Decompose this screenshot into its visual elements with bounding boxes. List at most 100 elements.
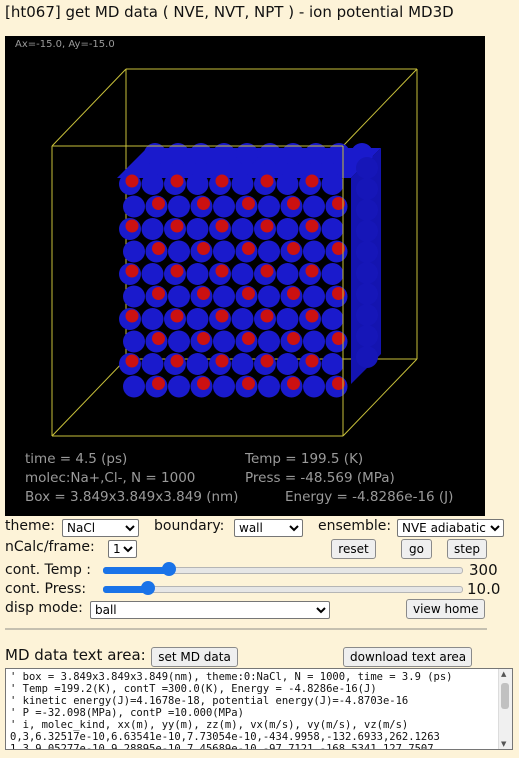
na-ion	[231, 263, 254, 285]
cl-ion	[260, 309, 274, 323]
cl-ion	[170, 354, 184, 368]
cont-temp-slider[interactable]	[103, 562, 463, 578]
cl-ion	[242, 287, 255, 300]
na-ion	[303, 195, 325, 218]
reset-button[interactable]: reset	[331, 539, 376, 559]
na-ion	[356, 220, 378, 242]
cl-ion	[152, 197, 165, 210]
slider-track	[103, 586, 463, 593]
page-title: [ht067] get MD data ( NVE, NVT, NPT ) - …	[5, 3, 454, 21]
na-ion	[356, 346, 378, 368]
cl-ion	[305, 219, 319, 233]
scroll-up-icon[interactable]: ▲	[501, 670, 507, 678]
cl-ion	[152, 332, 165, 345]
na-ion	[276, 308, 299, 330]
pressure-readout: Press = -48.569 (MPa)	[245, 470, 395, 486]
na-ion	[141, 353, 164, 375]
box-edge	[342, 358, 418, 437]
ncalc-select[interactable]: 1	[108, 540, 137, 558]
disp-mode-label: disp mode:	[5, 600, 83, 616]
na-ion	[168, 195, 190, 218]
divider	[5, 628, 487, 630]
na-ion	[231, 173, 254, 195]
theme-label: theme:	[5, 518, 55, 534]
view-home-button[interactable]: view home	[406, 599, 485, 619]
cl-ion	[287, 197, 300, 210]
na-ion	[186, 263, 209, 285]
cl-ion	[260, 264, 274, 278]
na-ion	[123, 195, 145, 218]
box-edge	[342, 68, 418, 147]
na-ion	[213, 375, 235, 398]
cl-ion	[152, 377, 165, 390]
na-ion	[258, 375, 280, 398]
cont-press-slider[interactable]	[103, 581, 463, 597]
na-ion	[258, 285, 280, 308]
boundary-select[interactable]: wall	[234, 519, 303, 537]
go-button[interactable]: go	[401, 539, 432, 559]
cl-ion	[287, 242, 300, 255]
theme-select[interactable]: NaCl	[62, 519, 139, 537]
na-ion	[328, 143, 350, 165]
temp-readout: Temp = 199.5 (K)	[245, 451, 364, 467]
cl-ion	[170, 219, 184, 233]
slider-thumb[interactable]	[141, 581, 155, 595]
na-ion	[356, 199, 378, 221]
na-ion	[259, 143, 281, 165]
cl-ion	[215, 309, 229, 323]
slider-thumb[interactable]	[162, 562, 176, 576]
na-ion	[276, 353, 299, 375]
view-angle-readout: Ax=-15.0, Ay=-15.0	[15, 39, 115, 50]
box-edge	[51, 358, 127, 437]
na-ion	[303, 285, 325, 308]
na-ion	[282, 143, 304, 165]
na-ion	[213, 195, 235, 218]
molecule-readout: molec:Na+,Cl-, N = 1000	[25, 470, 196, 486]
ncalc-label: nCalc/frame:	[5, 539, 95, 555]
na-ion	[356, 325, 378, 347]
na-ion	[123, 375, 145, 398]
na-ion	[356, 262, 378, 284]
na-ion	[356, 157, 378, 179]
download-text-area-button[interactable]: download text area	[343, 647, 472, 667]
na-ion	[303, 330, 325, 353]
ensemble-select[interactable]: NVE adiabatic	[397, 519, 504, 537]
scroll-down-icon[interactable]: ▼	[501, 740, 507, 748]
na-ion	[276, 263, 299, 285]
cl-ion	[332, 332, 345, 345]
textarea-scrollbar[interactable]: ▲ ▼	[498, 669, 512, 749]
ensemble-label: ensemble:	[318, 518, 392, 534]
na-ion	[186, 353, 209, 375]
na-ion	[321, 353, 344, 375]
cl-ion	[287, 287, 300, 300]
cl-ion	[170, 174, 184, 188]
cont-temp-value: 300	[469, 561, 498, 579]
cont-temp-label: cont. Temp :	[5, 562, 92, 578]
md-data-text[interactable]: ' box = 3.849x3.849x3.849(nm), theme:0:N…	[10, 671, 453, 750]
na-ion	[213, 330, 235, 353]
cl-ion	[215, 174, 229, 188]
cl-ion	[215, 219, 229, 233]
disp-mode-select[interactable]: ball	[90, 601, 330, 619]
na-ion	[305, 143, 327, 165]
na-ion	[144, 143, 166, 165]
cl-ion	[305, 174, 319, 188]
step-button[interactable]: step	[447, 539, 487, 559]
box-size-readout: Box = 3.849x3.849x3.849 (nm)	[25, 489, 239, 505]
na-ion	[258, 330, 280, 353]
na-ion	[231, 353, 254, 375]
cl-ion	[197, 287, 210, 300]
cl-ion	[152, 287, 165, 300]
cl-ion	[260, 354, 274, 368]
cl-ion	[125, 174, 139, 188]
md-3d-viewport[interactable]: Ax=-15.0, Ay=-15.0 time = 4.5 (ps) Temp …	[5, 36, 485, 516]
molecule-scene	[51, 68, 418, 437]
scrollbar-thumb[interactable]	[501, 683, 509, 709]
na-ion	[123, 330, 145, 353]
cl-ion	[197, 332, 210, 345]
na-ion	[168, 240, 190, 263]
set-md-data-button[interactable]: set MD data	[151, 647, 238, 667]
cl-ion	[242, 332, 255, 345]
md-data-textarea[interactable]: ' box = 3.849x3.849x3.849(nm), theme:0:N…	[5, 668, 513, 750]
na-ion	[167, 143, 189, 165]
